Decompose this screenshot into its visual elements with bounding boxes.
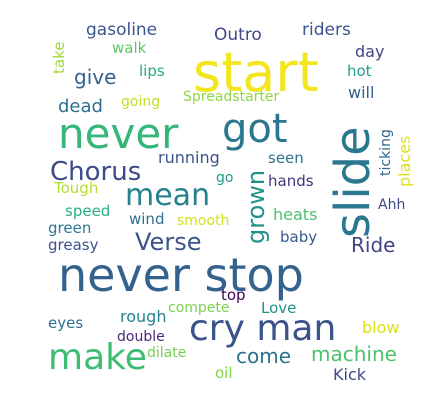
word-go: go [216, 170, 233, 186]
word-chorus: Chorus [50, 157, 141, 187]
word-take: take [50, 42, 68, 74]
word-ride: Ride [351, 233, 395, 257]
word-mean: mean [125, 178, 210, 213]
word-blow: blow [362, 318, 399, 337]
word-hot: hot [347, 62, 372, 80]
word-love: Love [261, 299, 296, 317]
word-smooth: smooth [177, 213, 229, 229]
word-start: start [193, 41, 319, 104]
word-rough: rough [120, 307, 166, 326]
word-cry-man: cry man [189, 308, 336, 349]
word-day: day [355, 42, 384, 61]
word-tough: Tough [53, 179, 98, 197]
word-compete: compete [168, 300, 230, 316]
word-machine: machine [311, 342, 397, 366]
word-grown: grown [242, 170, 270, 244]
word-ahh: Ahh [378, 197, 405, 213]
word-verse: Verse [135, 228, 201, 256]
word-oil: oil [215, 364, 233, 382]
word-dilate: dilate [147, 345, 186, 361]
word-heats: heats [273, 205, 317, 224]
word-never-stop: never stop [58, 248, 304, 302]
word-outro: Outro [214, 25, 262, 45]
word-make: make [48, 337, 147, 378]
word-never: never [58, 109, 179, 158]
word-top: top [221, 286, 246, 304]
word-places: places [395, 136, 414, 187]
word-seen: seen [268, 149, 304, 167]
word-baby: baby [280, 228, 317, 246]
word-come: come [236, 344, 291, 368]
word-gasoline: gasoline [86, 20, 157, 40]
word-eyes: eyes [48, 314, 83, 332]
word-slide: slide [325, 126, 381, 238]
word-give: give [74, 65, 116, 89]
word-spreadstarter: Spreadstarter [183, 89, 280, 105]
word-double: double [117, 329, 165, 345]
word-riders: riders [302, 20, 351, 40]
word-walk: walk [112, 39, 147, 57]
word-ticking: ticking [378, 129, 394, 176]
word-lips: lips [139, 62, 165, 80]
word-greasy: greasy [48, 236, 99, 254]
word-wind: wind [129, 210, 164, 228]
word-green: green [48, 219, 91, 237]
word-running: running [158, 148, 220, 167]
word-got: got [222, 106, 288, 152]
word-will: will [348, 83, 374, 102]
word-dead: dead [58, 96, 103, 117]
word-speed: speed [65, 202, 110, 220]
word-going: going [121, 94, 160, 110]
word-kick: Kick [333, 365, 367, 384]
word-hands: hands [268, 172, 314, 190]
